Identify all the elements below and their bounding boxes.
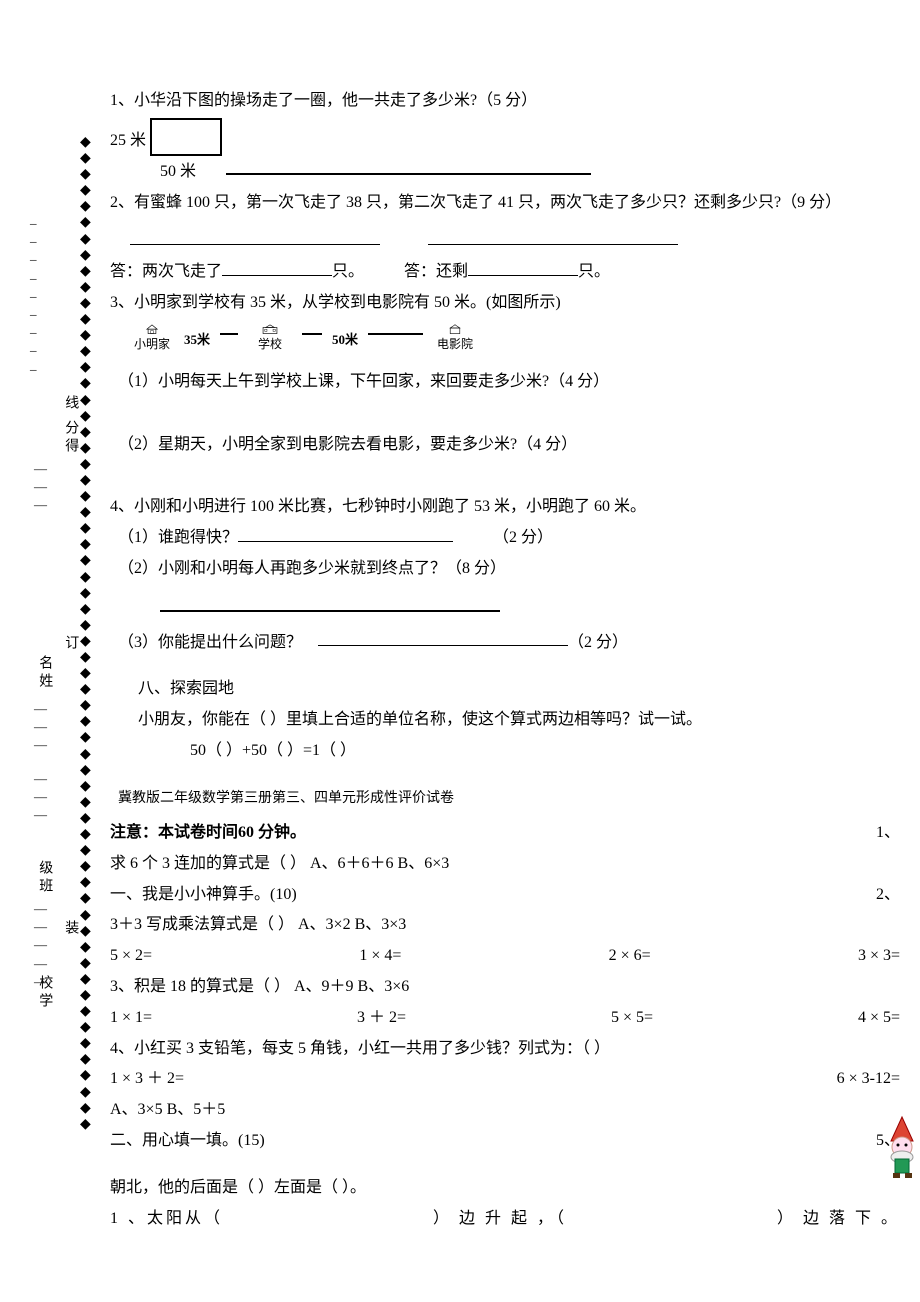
mc2: 3＋3 写成乘法算式是（ ） A、3×2 B、3×3 bbox=[110, 911, 900, 940]
q4-s1-row: （1）谁跑得快？ （2 分） bbox=[110, 524, 900, 553]
q2-work-2 bbox=[428, 228, 678, 246]
q3-loc2: 学校 bbox=[258, 334, 282, 356]
calc-1-1: 5 × 2= bbox=[110, 942, 152, 971]
q2-work-1 bbox=[130, 228, 380, 246]
q3-dist2: 50米 bbox=[332, 328, 358, 351]
binding-label-zhuang: 装 bbox=[58, 920, 83, 938]
q1-height: 25 米 bbox=[110, 127, 146, 156]
test2-note: 注意：本试卷时间60 分钟。 bbox=[110, 819, 306, 848]
home-icon: 小明家 bbox=[130, 324, 174, 356]
q1-figure: 25 米 bbox=[110, 118, 900, 156]
q4-s3: （3）你能提出什么问题？ bbox=[118, 629, 302, 658]
fill2b: ） 边 升 起 ，（ bbox=[433, 1205, 567, 1234]
calc-2-4: 4 × 5= bbox=[858, 1004, 900, 1033]
right-num-1: 1、 bbox=[876, 819, 900, 848]
q1-width-row: 50 米 bbox=[110, 158, 900, 187]
q4-text: 4、小刚和小明进行 100 米比赛，七秒钟时小刚跑了 53 米，小明跑了 60 … bbox=[110, 493, 900, 522]
gnome-icon bbox=[875, 1115, 920, 1180]
mc4: 4、小红买 3 支铅笔，每支 5 角钱，小红一共用了多少钱？列式为：（ ） bbox=[110, 1035, 900, 1064]
q3-loc3: 电影院 bbox=[437, 334, 473, 356]
sec1: 一、我是小小神算手。(10) bbox=[110, 881, 297, 910]
q4-s3-row: （3）你能提出什么问题？ （2 分） bbox=[110, 625, 900, 658]
q1-rect bbox=[150, 118, 222, 156]
q2-text: 2、有蜜蜂 100 只，第一次飞走了 38 只，第二次飞走了 41 只，两次飞走… bbox=[110, 189, 900, 218]
q4-s3-pts: （2 分） bbox=[568, 629, 628, 658]
q3-loc1: 小明家 bbox=[134, 334, 170, 356]
fill2c: ） 边 落 下 。 bbox=[777, 1205, 900, 1234]
q4-s1: （1）谁跑得快？ bbox=[118, 524, 238, 553]
calc-1-2: 1 × 4= bbox=[359, 942, 401, 971]
sec2: 二、用心填一填。(15) bbox=[110, 1127, 265, 1156]
mc3: 3、积是 18 的算式是（ ） A、9＋9 B、3×6 bbox=[110, 973, 900, 1002]
sec2-row: 二、用心填一填。(15) 5、 bbox=[110, 1127, 900, 1156]
calc-3-r: 6 × 3-12= bbox=[837, 1065, 900, 1094]
calc-2-2: 3 ＋ 2= bbox=[357, 1004, 406, 1033]
dash-col-4: ——— bbox=[34, 770, 47, 825]
binding-label-fen: 分得 bbox=[58, 420, 83, 456]
eight-eq: 50（ ）+50（ ）=1（ ） bbox=[110, 737, 900, 766]
q3-diagram: 小明家 35米 学校 50米 电影院 bbox=[110, 320, 900, 360]
dash-col-1: _________ bbox=[30, 210, 37, 374]
q1-width: 50 米 bbox=[110, 158, 196, 187]
calc-3-l: 1 × 3 ＋ 2= bbox=[110, 1065, 184, 1094]
q3-s2: （2）星期天，小明全家到电影院去看电影，要走多少米?（4 分） bbox=[110, 431, 900, 460]
eight-title: 八、探索园地 bbox=[110, 675, 900, 704]
fill2: 1 、太阳从（ ） 边 升 起 ，（ ） 边 落 下 。 bbox=[110, 1205, 900, 1234]
q2-ans1-blank bbox=[222, 258, 332, 276]
calc-1-4: 3 × 3= bbox=[858, 942, 900, 971]
binding-label-line: 线 bbox=[58, 395, 83, 413]
binding-label-ding: 订 bbox=[58, 635, 83, 653]
q2-ans1-suf: 只。 bbox=[332, 258, 364, 287]
calc-1-3: 2 × 6= bbox=[609, 942, 651, 971]
calc-2-1: 1 × 1= bbox=[110, 1004, 152, 1033]
dash-col-2: ——— bbox=[34, 460, 47, 515]
q2-ans2-pre: 答：还剩 bbox=[404, 258, 468, 287]
q3-text: 3、小明家到学校有 35 米，从学校到电影院有 50 米。(如图所示) bbox=[110, 289, 900, 318]
calc-row-3: 1 × 3 ＋ 2= 6 × 3-12= bbox=[110, 1065, 900, 1094]
dash-col-5: ——— bbox=[34, 900, 47, 955]
q4-s1-blank bbox=[238, 524, 453, 542]
school-icon: 学校 bbox=[248, 324, 292, 356]
q4-s2-line bbox=[110, 586, 900, 623]
calc-row-2: 1 × 1= 3 ＋ 2= 5 × 5= 4 × 5= bbox=[110, 1004, 900, 1033]
q2-ans2-suf: 只。 bbox=[578, 258, 610, 287]
q4-s1-pts: （2 分） bbox=[493, 524, 553, 553]
q2-ans2-blank bbox=[468, 258, 578, 276]
calc-row-1: 5 × 2= 1 × 4= 2 × 6= 3 × 3= bbox=[110, 942, 900, 971]
q2-answers: 答：两次飞走了 只。 答：还剩 只。 bbox=[110, 258, 900, 287]
q3-dist1: 35米 bbox=[184, 328, 210, 351]
mc4-opts: A、3×5 B、5＋5 bbox=[110, 1096, 900, 1125]
dash-col-6: —— bbox=[34, 955, 47, 991]
test2-note-row: 注意：本试卷时间60 分钟。 1、 bbox=[110, 819, 900, 848]
binding-diamonds: for(let i=0;i<62;i++)document.write('<sp… bbox=[80, 135, 100, 1133]
q1-answer-line bbox=[226, 158, 591, 176]
right-num-2: 2、 bbox=[876, 881, 900, 910]
fill1: 朝北，他的后面是（ ）左面是（ ）。 bbox=[110, 1174, 900, 1203]
q2-work-lines bbox=[110, 219, 900, 256]
eight-body: 小朋友，你能在（ ）里填上合适的单位名称，使这个算式两边相等吗？试一试。 bbox=[110, 706, 900, 735]
q2-ans1-pre: 答：两次飞走了 bbox=[110, 258, 222, 287]
q3-s1: （1）小明每天上午到学校上课，下午回家，来回要走多少米?（4 分） bbox=[110, 362, 900, 397]
binding-label-name: 名姓 bbox=[32, 655, 57, 691]
q4-s3-blank bbox=[318, 629, 568, 647]
mc1: 求 6 个 3 连加的算式是（ ） A、6＋6＋6 B、6×3 bbox=[110, 850, 900, 879]
test2-title: 冀教版二年级数学第三册第三、四单元形成性评价试卷 bbox=[110, 786, 900, 811]
calc-2-3: 5 × 5= bbox=[611, 1004, 653, 1033]
binding-label-class: 级班 bbox=[32, 860, 57, 896]
cinema-icon: 电影院 bbox=[433, 324, 477, 356]
sec1-row: 一、我是小小神算手。(10) 2、 bbox=[110, 881, 900, 910]
dash-col-3: ——— bbox=[34, 700, 47, 755]
fill2a: 1 、太阳从（ bbox=[110, 1205, 223, 1234]
page-content: 1、小华沿下图的操场走了一圈，他一共走了多少米?（5 分） 25 米 50 米 … bbox=[110, 85, 900, 1235]
q4-s2: （2）小刚和小明每人再跑多少米就到终点了？（8 分） bbox=[110, 555, 900, 584]
q1-text: 1、小华沿下图的操场走了一圈，他一共走了多少米?（5 分） bbox=[110, 87, 900, 116]
